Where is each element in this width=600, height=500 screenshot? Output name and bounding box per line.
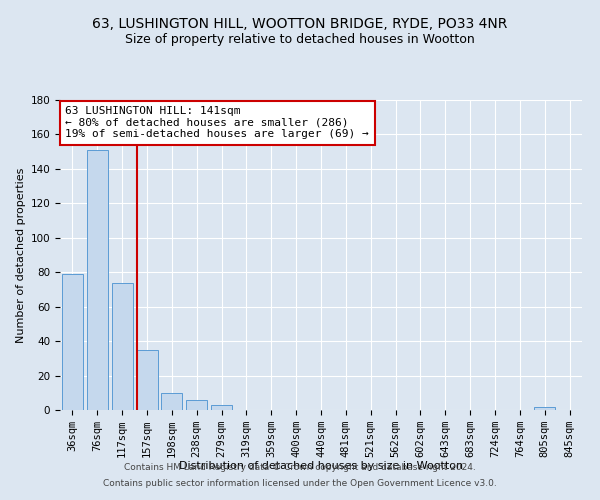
Bar [211, 405, 232, 410]
Y-axis label: Number of detached properties: Number of detached properties [16, 168, 26, 342]
Text: 63 LUSHINGTON HILL: 141sqm
← 80% of detached houses are smaller (286)
19% of sem: 63 LUSHINGTON HILL: 141sqm ← 80% of deta… [65, 106, 369, 140]
Text: 63, LUSHINGTON HILL, WOOTTON BRIDGE, RYDE, PO33 4NR: 63, LUSHINGTON HILL, WOOTTON BRIDGE, RYD… [92, 18, 508, 32]
X-axis label: Distribution of detached houses by size in Wootton: Distribution of detached houses by size … [179, 462, 463, 471]
Bar [62, 274, 83, 410]
Text: Contains public sector information licensed under the Open Government Licence v3: Contains public sector information licen… [103, 478, 497, 488]
Bar [87, 150, 108, 410]
Bar [534, 406, 555, 410]
Bar [161, 393, 182, 410]
Text: Contains HM Land Registry data © Crown copyright and database right 2024.: Contains HM Land Registry data © Crown c… [124, 464, 476, 472]
Text: Size of property relative to detached houses in Wootton: Size of property relative to detached ho… [125, 32, 475, 46]
Bar [136, 350, 158, 410]
Bar [112, 282, 133, 410]
Bar [186, 400, 207, 410]
